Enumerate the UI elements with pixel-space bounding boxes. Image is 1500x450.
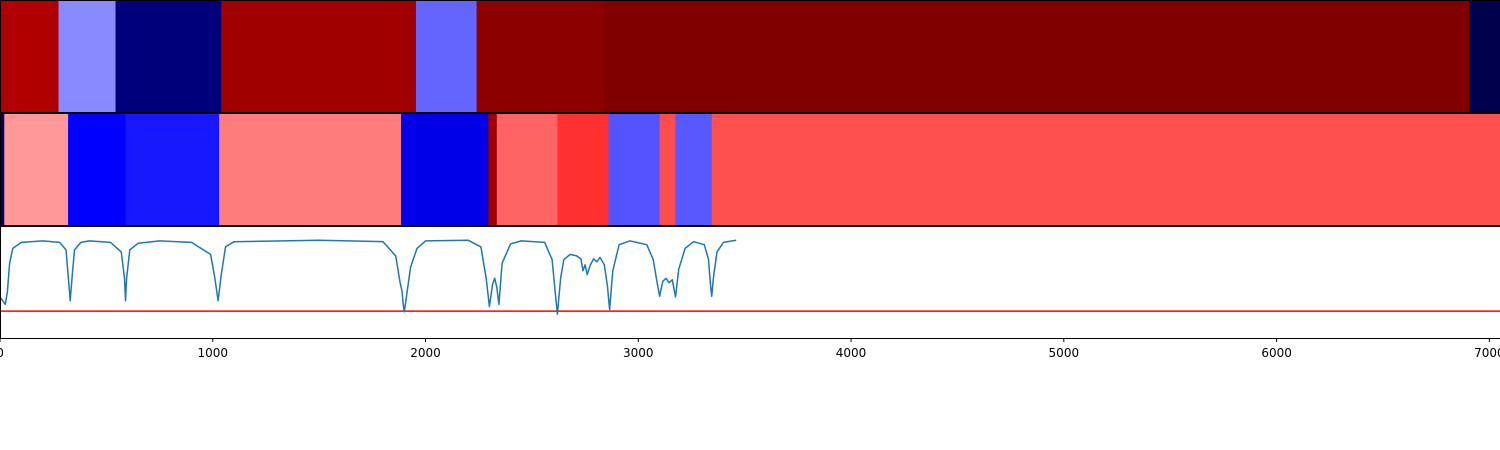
heatmap-cell (659, 113, 677, 225)
heatmap-cell (401, 113, 489, 225)
series-line (0, 239, 737, 315)
x-tick-label: 0 (0, 346, 4, 360)
heatmap-cell (476, 0, 605, 112)
x-tick-label: 4000 (836, 346, 867, 360)
heatmap-cell (115, 0, 222, 112)
heatmap-cell (496, 113, 558, 225)
heatmap-cell (0, 113, 5, 225)
heatmap-cell (608, 113, 661, 225)
x-tick-label: 2000 (410, 346, 441, 360)
heatmap-cell (221, 0, 417, 112)
x-tick-label: 7000 (1474, 346, 1500, 360)
x-tick-label: 1000 (197, 346, 228, 360)
heatmap-rows (0, 0, 1500, 225)
heatmap-cell (125, 113, 220, 225)
line-panel (0, 239, 1500, 315)
x-tick-label: 3000 (623, 346, 654, 360)
heatmap-cell (557, 113, 610, 225)
panel-frame (0, 0, 1500, 113)
heatmap-cell (58, 0, 117, 112)
heatmap-cell (4, 113, 69, 225)
heatmap-cell (0, 0, 60, 112)
heatmap-cell (415, 0, 478, 112)
heatmap-cell (68, 113, 127, 225)
panel-frame (0, 226, 1500, 339)
panel-frame (0, 113, 1500, 226)
heatmap-cell (219, 113, 402, 225)
heatmap-cell (711, 113, 1500, 225)
heatmap-cell (1469, 0, 1500, 112)
heatmap-cell (604, 0, 1470, 112)
x-axis: 0 1000 2000 3000 4000 5000 6000 7000 (0, 338, 1500, 360)
panel-borders (0, 0, 1500, 339)
heatmap-cell (488, 113, 498, 225)
x-tick-label: 5000 (1049, 346, 1080, 360)
heatmap-cell (675, 113, 713, 225)
x-tick-label: 6000 (1261, 346, 1292, 360)
